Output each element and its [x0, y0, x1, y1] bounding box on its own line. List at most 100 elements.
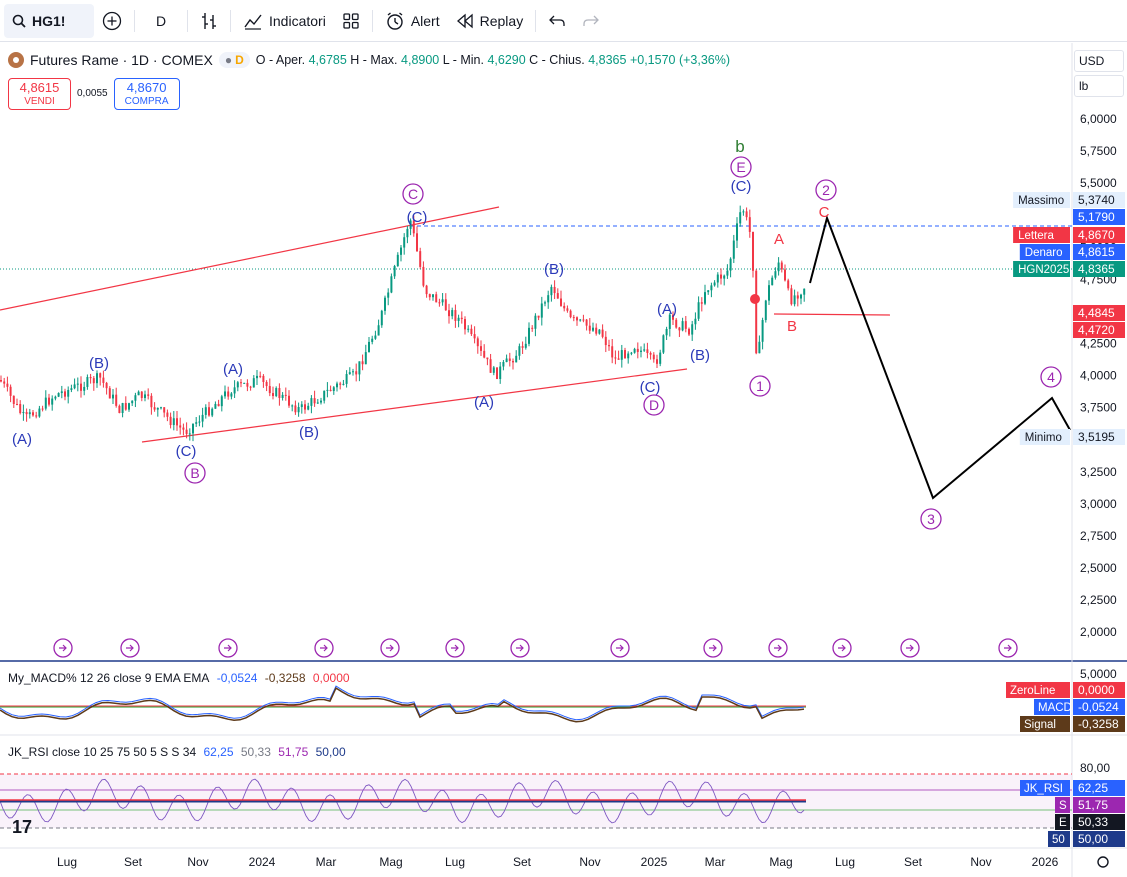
candle-body — [272, 393, 274, 397]
arrow-icon — [774, 644, 782, 652]
wave-label: B — [787, 318, 797, 335]
sell-button[interactable]: 4,8615 VENDI — [8, 78, 71, 110]
price-axis-badge — [1073, 244, 1125, 260]
compare-button[interactable] — [94, 4, 130, 38]
candle-body — [96, 373, 98, 384]
price-label-tag — [1019, 429, 1070, 445]
wave-circle — [184, 462, 206, 484]
high-label: H - Max. — [350, 53, 398, 67]
candle-body — [713, 282, 716, 286]
candle-body — [646, 349, 649, 354]
arrow-icon — [906, 644, 914, 652]
time-tick-label: 2026 — [1032, 855, 1059, 869]
interval-badge[interactable]: ● D — [218, 52, 250, 68]
candle-body — [230, 393, 233, 397]
candle-body — [633, 348, 636, 353]
price-tick-label: 2,0000 — [1080, 625, 1117, 639]
candle-body — [537, 315, 540, 318]
templates-button[interactable] — [334, 4, 368, 38]
candle-body — [656, 359, 658, 364]
redo-button[interactable] — [574, 4, 608, 38]
wave-circle-label: 1 — [756, 378, 764, 394]
candle-body — [195, 422, 198, 424]
price-label-name: Lettera — [1018, 230, 1054, 242]
candle-body — [105, 382, 108, 389]
candle-body — [444, 299, 447, 311]
change-value: +0,1570 (+3,36%) — [629, 53, 731, 67]
rsi-label-name: E — [1059, 817, 1067, 829]
candle-body — [67, 389, 70, 397]
macd-label-name: ZeroLine — [1010, 685, 1055, 697]
undo-button[interactable] — [540, 4, 574, 38]
rsi-axis-badge — [1073, 831, 1125, 847]
candle-body — [582, 319, 585, 321]
interval-button[interactable]: D — [139, 4, 183, 38]
candle-body — [300, 404, 303, 408]
low-value: 4,6290 — [487, 53, 526, 67]
candle-body — [620, 350, 623, 360]
candle-body — [89, 377, 92, 379]
time-tick-label: Nov — [579, 855, 600, 869]
candle-body — [160, 407, 162, 409]
sell-label: VENDI — [24, 96, 55, 107]
candle-body — [748, 217, 751, 232]
wave-circle-label: 2 — [822, 182, 830, 198]
price-axis-value: 3,5195 — [1078, 430, 1115, 444]
replay-button[interactable]: Replay — [448, 4, 532, 38]
indicators-label: Indicatori — [269, 12, 326, 29]
chart-type-button[interactable] — [192, 4, 226, 38]
separator — [134, 9, 135, 32]
candle-body — [617, 358, 620, 360]
candle-body — [512, 360, 514, 363]
candle-body — [57, 393, 60, 397]
wave-label: A — [774, 231, 784, 248]
open-label: O - Aper. — [255, 53, 306, 67]
separator — [535, 9, 537, 32]
candle-body — [32, 412, 34, 416]
price-axis-value: 4,8615 — [1078, 245, 1115, 259]
macd-axis-value: 0,0000 — [1078, 683, 1115, 697]
candle-body — [28, 412, 31, 415]
buy-button[interactable]: 4,8670 COMPRA — [113, 78, 180, 110]
price-tick-label: 3,2500 — [1080, 465, 1117, 479]
candle-body — [454, 310, 457, 321]
rsi-label-name: JK_RSI — [1024, 783, 1063, 795]
candle-body — [214, 403, 217, 409]
candle-body — [588, 325, 591, 331]
currency-select[interactable]: USD — [1074, 50, 1124, 72]
candle-body — [102, 377, 105, 383]
candle-body — [336, 383, 338, 388]
unit-select[interactable]: lb — [1074, 75, 1124, 97]
price-label-name: Denaro — [1025, 247, 1063, 259]
candle-body — [371, 338, 374, 342]
rsi-mid-value: 50,00 — [315, 745, 346, 759]
price-tick-label: 2,5000 — [1080, 561, 1117, 575]
close-value: 4,8365 — [588, 53, 627, 67]
alert-button[interactable]: Alert — [377, 4, 448, 38]
event-marker — [750, 294, 760, 304]
candle-body — [128, 403, 130, 410]
candle-body — [342, 383, 345, 385]
candle-body — [262, 375, 265, 382]
rsi-label-tag — [1020, 780, 1070, 796]
candle-body — [601, 329, 604, 337]
candle-body — [185, 429, 188, 434]
candle-body — [697, 302, 700, 319]
time-tick-label: Mag — [769, 855, 792, 869]
interval-label: D — [155, 12, 167, 29]
candle-body — [736, 223, 738, 241]
candle-body — [192, 423, 194, 434]
symbol-search[interactable]: HG1! — [4, 3, 94, 38]
alert-label: Alert — [410, 12, 440, 29]
candle-body — [118, 405, 121, 414]
time-tick-label: Nov — [970, 855, 991, 869]
candle-body — [486, 357, 489, 360]
arrow-icon — [386, 644, 394, 652]
macd-legend: My_MACD% 12 26 close 9 EMA EMA -0,0524 -… — [8, 671, 354, 685]
candle-body — [284, 394, 287, 396]
indicators-button[interactable]: Indicatori — [235, 4, 334, 38]
price-label-tag — [1013, 192, 1070, 208]
candle-body — [422, 266, 425, 286]
candle-body — [729, 258, 732, 271]
